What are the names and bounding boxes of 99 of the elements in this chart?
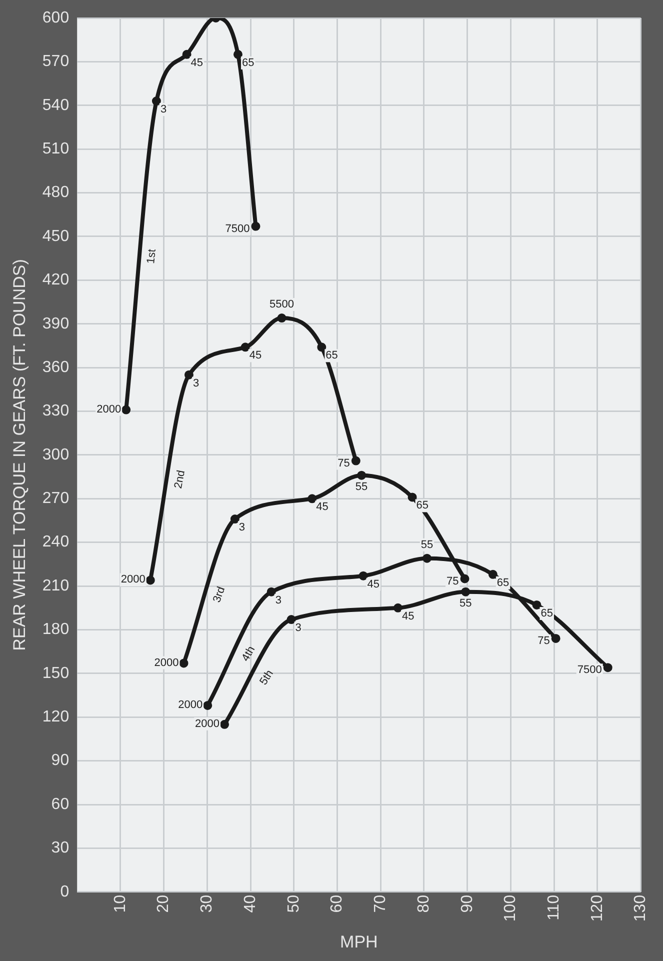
annotation: 2000 — [120, 574, 146, 586]
x-tick-label: 90 — [458, 894, 476, 913]
point — [422, 554, 432, 563]
point — [358, 571, 368, 580]
point — [393, 603, 402, 612]
point — [179, 658, 188, 668]
annotation: 45 — [316, 501, 328, 514]
annotation: 2000 — [178, 699, 203, 712]
x-tick-label: 130 — [632, 894, 650, 922]
y-tick-label: 420 — [42, 272, 70, 289]
y-tick-label: 360 — [42, 358, 70, 376]
y-tick-label: 180 — [42, 621, 70, 638]
point — [532, 600, 542, 610]
text: 1st — [145, 248, 158, 264]
y-tick-label: 0 — [60, 883, 70, 900]
point — [461, 587, 470, 596]
annotation: 3 — [295, 622, 302, 634]
x-axis-title: MPH — [340, 932, 378, 952]
annotation: 55 — [420, 538, 434, 551]
x-tick-label: 30 — [198, 894, 216, 913]
y-tick-label: 480 — [42, 184, 70, 202]
y-axis-title: REAR WHEEL TORQUE IN GEARS (FT. POUNDS) — [10, 259, 29, 651]
point — [488, 570, 498, 579]
point — [240, 342, 250, 352]
annotation: 65 — [416, 500, 429, 512]
annotation: 7500 — [577, 664, 602, 676]
y-tick-label: 300 — [42, 446, 70, 464]
annotation: 75 — [538, 635, 550, 648]
annotation: 65 — [326, 350, 338, 362]
y-tick-label: 240 — [42, 534, 70, 551]
point — [152, 96, 161, 106]
x-tick-label: 50 — [285, 894, 302, 913]
x-tick-label: 80 — [415, 894, 432, 913]
y-tick-label: 90 — [51, 752, 70, 770]
x-tick-label: 40 — [242, 894, 259, 913]
x-tick-label: 70 — [372, 894, 390, 913]
annotation: 2000 — [195, 718, 220, 730]
point — [308, 494, 317, 504]
point — [220, 720, 230, 729]
text: 2nd — [172, 469, 188, 490]
annotation: 3 — [160, 104, 167, 116]
annotation: 3 — [238, 522, 246, 534]
y-tick-label: 120 — [42, 708, 70, 726]
point — [184, 370, 194, 380]
text: 4th — [240, 644, 258, 664]
annotation: 65 — [540, 608, 553, 620]
annotation: 55 — [460, 597, 472, 610]
annotation: 45 — [249, 350, 262, 362]
point — [603, 663, 612, 672]
y-tick-label: 150 — [42, 664, 70, 682]
annotation: 45 — [402, 610, 414, 622]
x-tick-label: 100 — [502, 894, 520, 922]
annotation: 45 — [367, 578, 380, 590]
y-tick-label: 270 — [42, 490, 70, 508]
point — [203, 700, 212, 710]
x-tick-label: 120 — [588, 894, 606, 922]
y-tick-label: 600 — [42, 9, 70, 26]
annotation: 2000 — [96, 403, 122, 416]
point — [233, 50, 242, 59]
point — [266, 587, 276, 596]
point — [551, 634, 560, 643]
text: 3rd — [210, 585, 228, 604]
text: 5th — [258, 668, 276, 688]
y-tick-label: 30 — [51, 840, 70, 857]
x-tick-label: 20 — [155, 894, 172, 913]
annotation: 3 — [275, 594, 282, 606]
annotation: 55 — [355, 480, 368, 493]
point — [460, 574, 470, 584]
y-tick-label: 210 — [42, 577, 70, 594]
point — [317, 342, 326, 352]
y-tick-label: 540 — [42, 96, 70, 114]
point — [230, 514, 240, 524]
point — [122, 405, 131, 414]
x-tick-label: 60 — [328, 894, 346, 913]
x-tick-label: 10 — [112, 894, 129, 913]
point — [251, 222, 260, 231]
point — [286, 615, 296, 624]
point — [408, 492, 417, 502]
y-tick-label: 450 — [42, 228, 70, 245]
point — [146, 576, 155, 585]
annotation: 65 — [242, 56, 254, 69]
x-tick-label: 110 — [545, 894, 562, 920]
point — [277, 314, 286, 323]
y-tick-label: 510 — [42, 140, 70, 158]
point — [182, 50, 192, 59]
y-tick-label: 60 — [51, 796, 70, 813]
point — [351, 456, 360, 466]
annotation: 75 — [338, 457, 350, 470]
annotation: 2000 — [154, 656, 179, 669]
y-tick-label: 390 — [42, 315, 70, 332]
annotation: 65 — [496, 576, 510, 589]
annotation: 3 — [192, 377, 200, 390]
annotation: 75 — [446, 575, 459, 588]
annotation: 5500 — [270, 298, 294, 311]
y-tick-label: 570 — [42, 53, 70, 70]
annotation: 7500 — [225, 222, 250, 235]
y-tick-label: 330 — [42, 402, 70, 420]
point — [357, 470, 366, 480]
annotation: 45 — [190, 56, 204, 69]
